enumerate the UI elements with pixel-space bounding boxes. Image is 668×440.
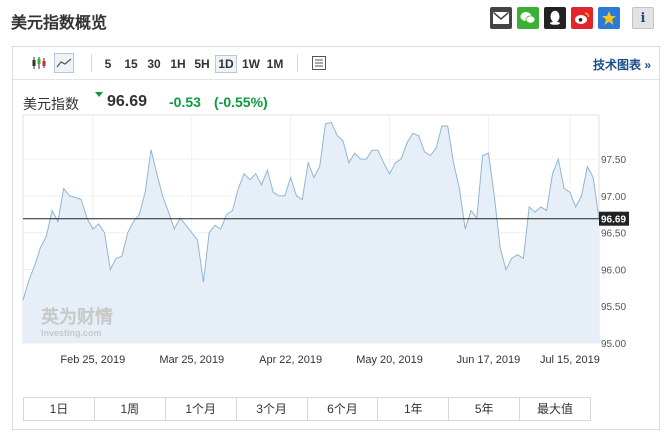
watermark-cn: 英为财情 — [40, 306, 113, 328]
y-tick-label: 95.00 — [601, 339, 626, 350]
range-selector: 1日 1周 1个月 3个月 6个月 1年 5年 最大值 — [23, 397, 591, 421]
timeframe-1w[interactable]: 1W — [242, 57, 260, 71]
instrument-name: 美元指数 — [23, 96, 79, 112]
timeframe-5[interactable]: 5 — [104, 57, 112, 71]
area-chart-icon[interactable] — [54, 53, 74, 73]
range-1w[interactable]: 1周 — [94, 398, 166, 420]
y-tick-label: 95.50 — [601, 302, 626, 313]
chart-toolbar: 5 15 30 1H 5H 1D 1W 1M 技术图表 » — [13, 47, 659, 80]
info-icon[interactable]: i — [632, 7, 654, 29]
tech-chart-link[interactable]: 技术图表 » — [592, 58, 651, 72]
y-tick-label: 97.00 — [601, 192, 626, 203]
timeframe-15[interactable]: 15 — [124, 57, 138, 71]
qq-icon[interactable] — [544, 7, 566, 29]
toolbar-divider — [297, 54, 298, 72]
weibo-icon[interactable] — [571, 7, 593, 29]
series-line — [22, 121, 600, 301]
x-tick-label: Feb 25, 2019 — [60, 354, 125, 366]
toolbar-divider — [91, 54, 92, 72]
timeframe-5h[interactable]: 5H — [194, 57, 210, 71]
timeframe-1d[interactable]: 1D — [215, 55, 237, 73]
chart-panel: 5 15 30 1H 5H 1D 1W 1M 技术图表 » 美元指数 96.69… — [12, 46, 660, 430]
x-tick-label: May 20, 2019 — [356, 354, 423, 366]
candlestick-icon[interactable] — [29, 53, 49, 73]
qzone-icon[interactable] — [598, 7, 620, 29]
down-arrow-icon — [95, 92, 103, 97]
range-6m[interactable]: 6个月 — [307, 398, 379, 420]
y-tick-label: 97.50 — [601, 155, 626, 166]
price-chart-svg: 95.00 95.50 96.00 96.50 97.00 97.50 Feb 25, 20… — [22, 114, 629, 366]
page-title: 美元指数概览 — [11, 15, 108, 32]
header: 美元指数概览 i — [0, 0, 668, 38]
range-3m[interactable]: 3个月 — [236, 398, 308, 420]
range-5y[interactable]: 5年 — [449, 398, 521, 420]
wechat-icon[interactable] — [517, 7, 539, 29]
range-1y[interactable]: 1年 — [378, 398, 450, 420]
last-price: 96.69 — [107, 93, 148, 110]
price-change: -0.53 — [169, 94, 201, 110]
timeframe-1h[interactable]: 1H — [170, 57, 186, 71]
timeframe-30[interactable]: 30 — [147, 57, 161, 71]
current-price-label: 96.69 — [601, 215, 626, 226]
range-1m[interactable]: 1个月 — [165, 398, 237, 420]
series-area — [23, 122, 599, 344]
price-change-percent: (-0.55%) — [214, 94, 268, 110]
x-tick-label: Mar 25, 2019 — [159, 354, 224, 366]
x-tick-label: Apr 22, 2019 — [259, 354, 322, 366]
mail-icon[interactable] — [490, 7, 512, 29]
range-1d[interactable]: 1日 — [24, 398, 95, 420]
y-tick-label: 96.00 — [601, 265, 626, 276]
current-price-tag — [599, 211, 629, 226]
range-max[interactable]: 最大值 — [520, 398, 590, 420]
price-chart[interactable]: 95.00 95.50 96.00 96.50 97.00 97.50 Feb 25, 20… — [22, 114, 629, 366]
x-tick-label: Jul 15, 2019 — [540, 354, 600, 366]
data-table-icon[interactable] — [309, 53, 329, 73]
timeframe-1m[interactable]: 1M — [266, 57, 284, 71]
y-tick-label: 96.50 — [601, 229, 626, 240]
watermark-en: Investing.com — [41, 328, 102, 338]
x-tick-label: Jun 17, 2019 — [457, 354, 521, 366]
